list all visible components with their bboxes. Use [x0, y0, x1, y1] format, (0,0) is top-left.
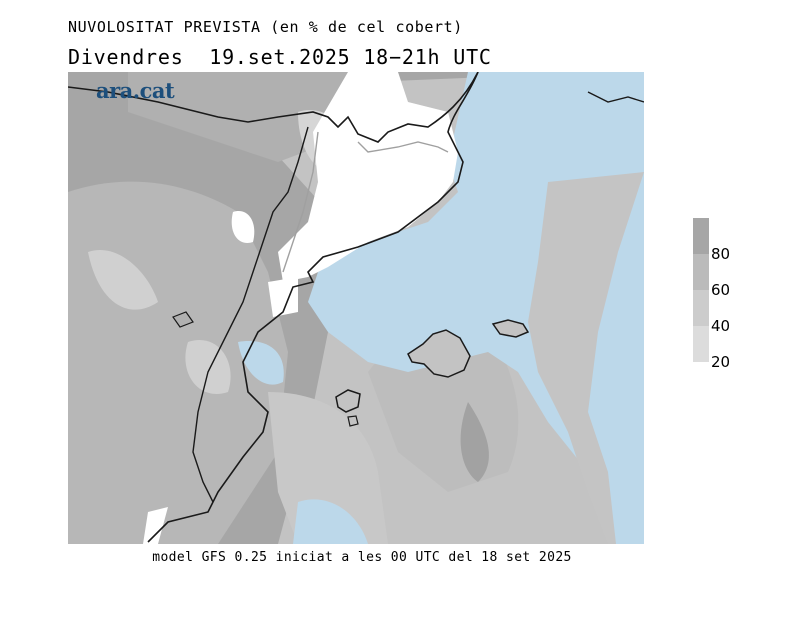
legend-swatch-60-80: [693, 254, 709, 290]
sea-patch-gulf: [238, 341, 284, 385]
coastline: [147, 72, 479, 543]
island-ibiza: [335, 389, 361, 413]
clear-patch-2: [143, 507, 168, 544]
cloud-cover-map: [68, 72, 644, 544]
clear-sky-delta: [268, 277, 298, 317]
inland-border: [192, 126, 309, 503]
legend-swatch-80-100: [693, 218, 709, 254]
french-border: [587, 91, 644, 103]
island-formentera: [347, 415, 359, 427]
legend-label-80: 80: [711, 245, 731, 263]
pyrenees-border: [68, 72, 479, 143]
model-caption: model GFS 0.25 iniciat a les 00 UTC del …: [152, 550, 572, 565]
chart-subtitle: Divendres 19.set.2025 18−21h UTC: [68, 45, 492, 69]
map-canvas: [68, 72, 644, 544]
island-mallorca: [407, 329, 471, 378]
legend-swatch-20-40: [693, 326, 709, 362]
inland-lake: [172, 311, 194, 328]
ara-logo[interactable]: ara.cat: [96, 78, 175, 103]
legend-label-40: 40: [711, 317, 731, 335]
province-border: [357, 141, 449, 153]
region-border: [282, 131, 319, 273]
chart-title: NUVOLOSITAT PREVISTA (en % de cel cobert…: [68, 18, 463, 36]
sea-patch-south: [293, 499, 368, 544]
cloud-patch-light-2: [185, 340, 231, 394]
sea-east-open: [588, 172, 644, 544]
clear-patch-1: [231, 211, 255, 243]
island-menorca: [491, 319, 530, 338]
legend-swatch-40-60: [693, 290, 709, 326]
cloud-patch-light-1: [88, 250, 158, 310]
legend-label-20: 20: [711, 353, 731, 371]
legend-label-60: 60: [711, 281, 731, 299]
cloud-patch-dark: [460, 402, 489, 482]
